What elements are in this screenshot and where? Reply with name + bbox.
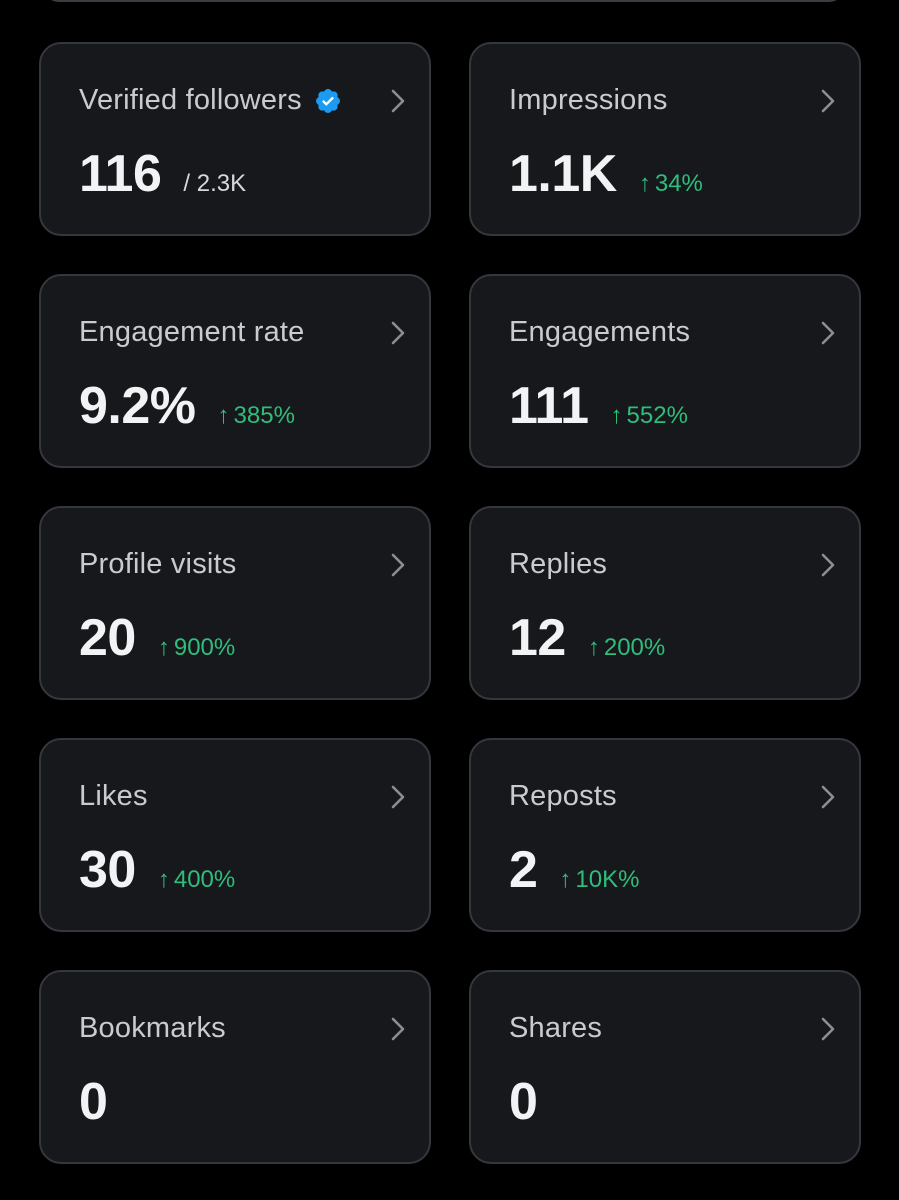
chevron-right-icon (821, 1017, 835, 1041)
metric-label: Engagements (509, 316, 691, 348)
metric-change: ↑ 400% (158, 866, 235, 894)
arrow-up-icon: ↑ (157, 634, 170, 661)
metric-value: 30 (79, 841, 136, 899)
metric-card-engagement-rate[interactable]: Engagement rate 9.2% ↑ 385% (39, 274, 431, 468)
arrow-up-icon: ↑ (610, 402, 623, 429)
metric-label: Replies (509, 548, 608, 580)
arrow-up-icon: ↑ (217, 402, 230, 429)
metric-change: ↑ 34% (639, 170, 703, 198)
metric-value: 2 (509, 841, 538, 899)
metric-value: 9.2% (79, 377, 196, 435)
chevron-right-icon (821, 89, 835, 113)
metric-label: Profile visits (79, 548, 237, 580)
arrow-up-icon: ↑ (157, 866, 170, 893)
chevron-right-icon (821, 321, 835, 345)
metric-label: Likes (79, 780, 148, 812)
metric-change: ↑ 10K% (559, 866, 639, 894)
metric-change-value: 385% (233, 402, 295, 429)
metrics-grid: Verified followers 116 / 2.3K Impression… (39, 42, 861, 1164)
metric-value: 20 (79, 609, 136, 667)
arrow-up-icon: ↑ (638, 170, 651, 197)
metric-value: 12 (509, 609, 566, 667)
metric-change-value: 34% (654, 170, 703, 197)
chevron-right-icon (391, 321, 405, 345)
metric-value: 116 (79, 145, 162, 203)
previous-card-edge (40, 0, 848, 2)
arrow-up-icon: ↑ (587, 634, 600, 661)
chevron-right-icon (391, 1017, 405, 1041)
metric-card-replies[interactable]: Replies 12 ↑ 200% (469, 506, 861, 700)
metric-change: ↑ 200% (588, 634, 665, 662)
metric-change-value: 200% (603, 634, 666, 661)
metric-value: 0 (509, 1073, 538, 1131)
metric-card-bookmarks[interactable]: Bookmarks 0 (39, 970, 431, 1164)
metric-card-shares[interactable]: Shares 0 (469, 970, 861, 1164)
metric-label: Shares (509, 1012, 603, 1044)
metric-card-impressions[interactable]: Impressions 1.1K ↑ 34% (469, 42, 861, 236)
metric-label: Impressions (509, 84, 668, 116)
metric-label: Reposts (509, 780, 617, 812)
chevron-right-icon (821, 553, 835, 577)
verified-badge-icon (315, 88, 340, 113)
metric-label: Bookmarks (79, 1012, 226, 1044)
chevron-right-icon (391, 553, 405, 577)
metric-change: ↑ 900% (158, 634, 235, 662)
metric-label: Verified followers (79, 84, 302, 116)
arrow-up-icon: ↑ (559, 866, 572, 893)
metric-change-value: 400% (173, 866, 236, 893)
metric-value: 1.1K (509, 145, 617, 203)
metric-card-engagements[interactable]: Engagements 111 ↑ 552% (469, 274, 861, 468)
metric-change: ↑ 552% (611, 402, 688, 430)
metric-card-likes[interactable]: Likes 30 ↑ 400% (39, 738, 431, 932)
metric-card-profile-visits[interactable]: Profile visits 20 ↑ 900% (39, 506, 431, 700)
metric-value: 111 (509, 377, 589, 435)
metric-value: 0 (79, 1073, 108, 1131)
chevron-right-icon (391, 89, 405, 113)
metric-total: / 2.3K (183, 170, 247, 197)
chevron-right-icon (391, 785, 405, 809)
metric-change-value: 552% (626, 402, 688, 429)
metric-card-verified-followers[interactable]: Verified followers 116 / 2.3K (39, 42, 431, 236)
chevron-right-icon (821, 785, 835, 809)
metric-change-value: 10K% (575, 866, 640, 893)
metric-card-reposts[interactable]: Reposts 2 ↑ 10K% (469, 738, 861, 932)
metric-change: ↑ 385% (218, 402, 295, 430)
metric-label: Engagement rate (79, 316, 305, 348)
metric-change-value: 900% (173, 634, 236, 661)
